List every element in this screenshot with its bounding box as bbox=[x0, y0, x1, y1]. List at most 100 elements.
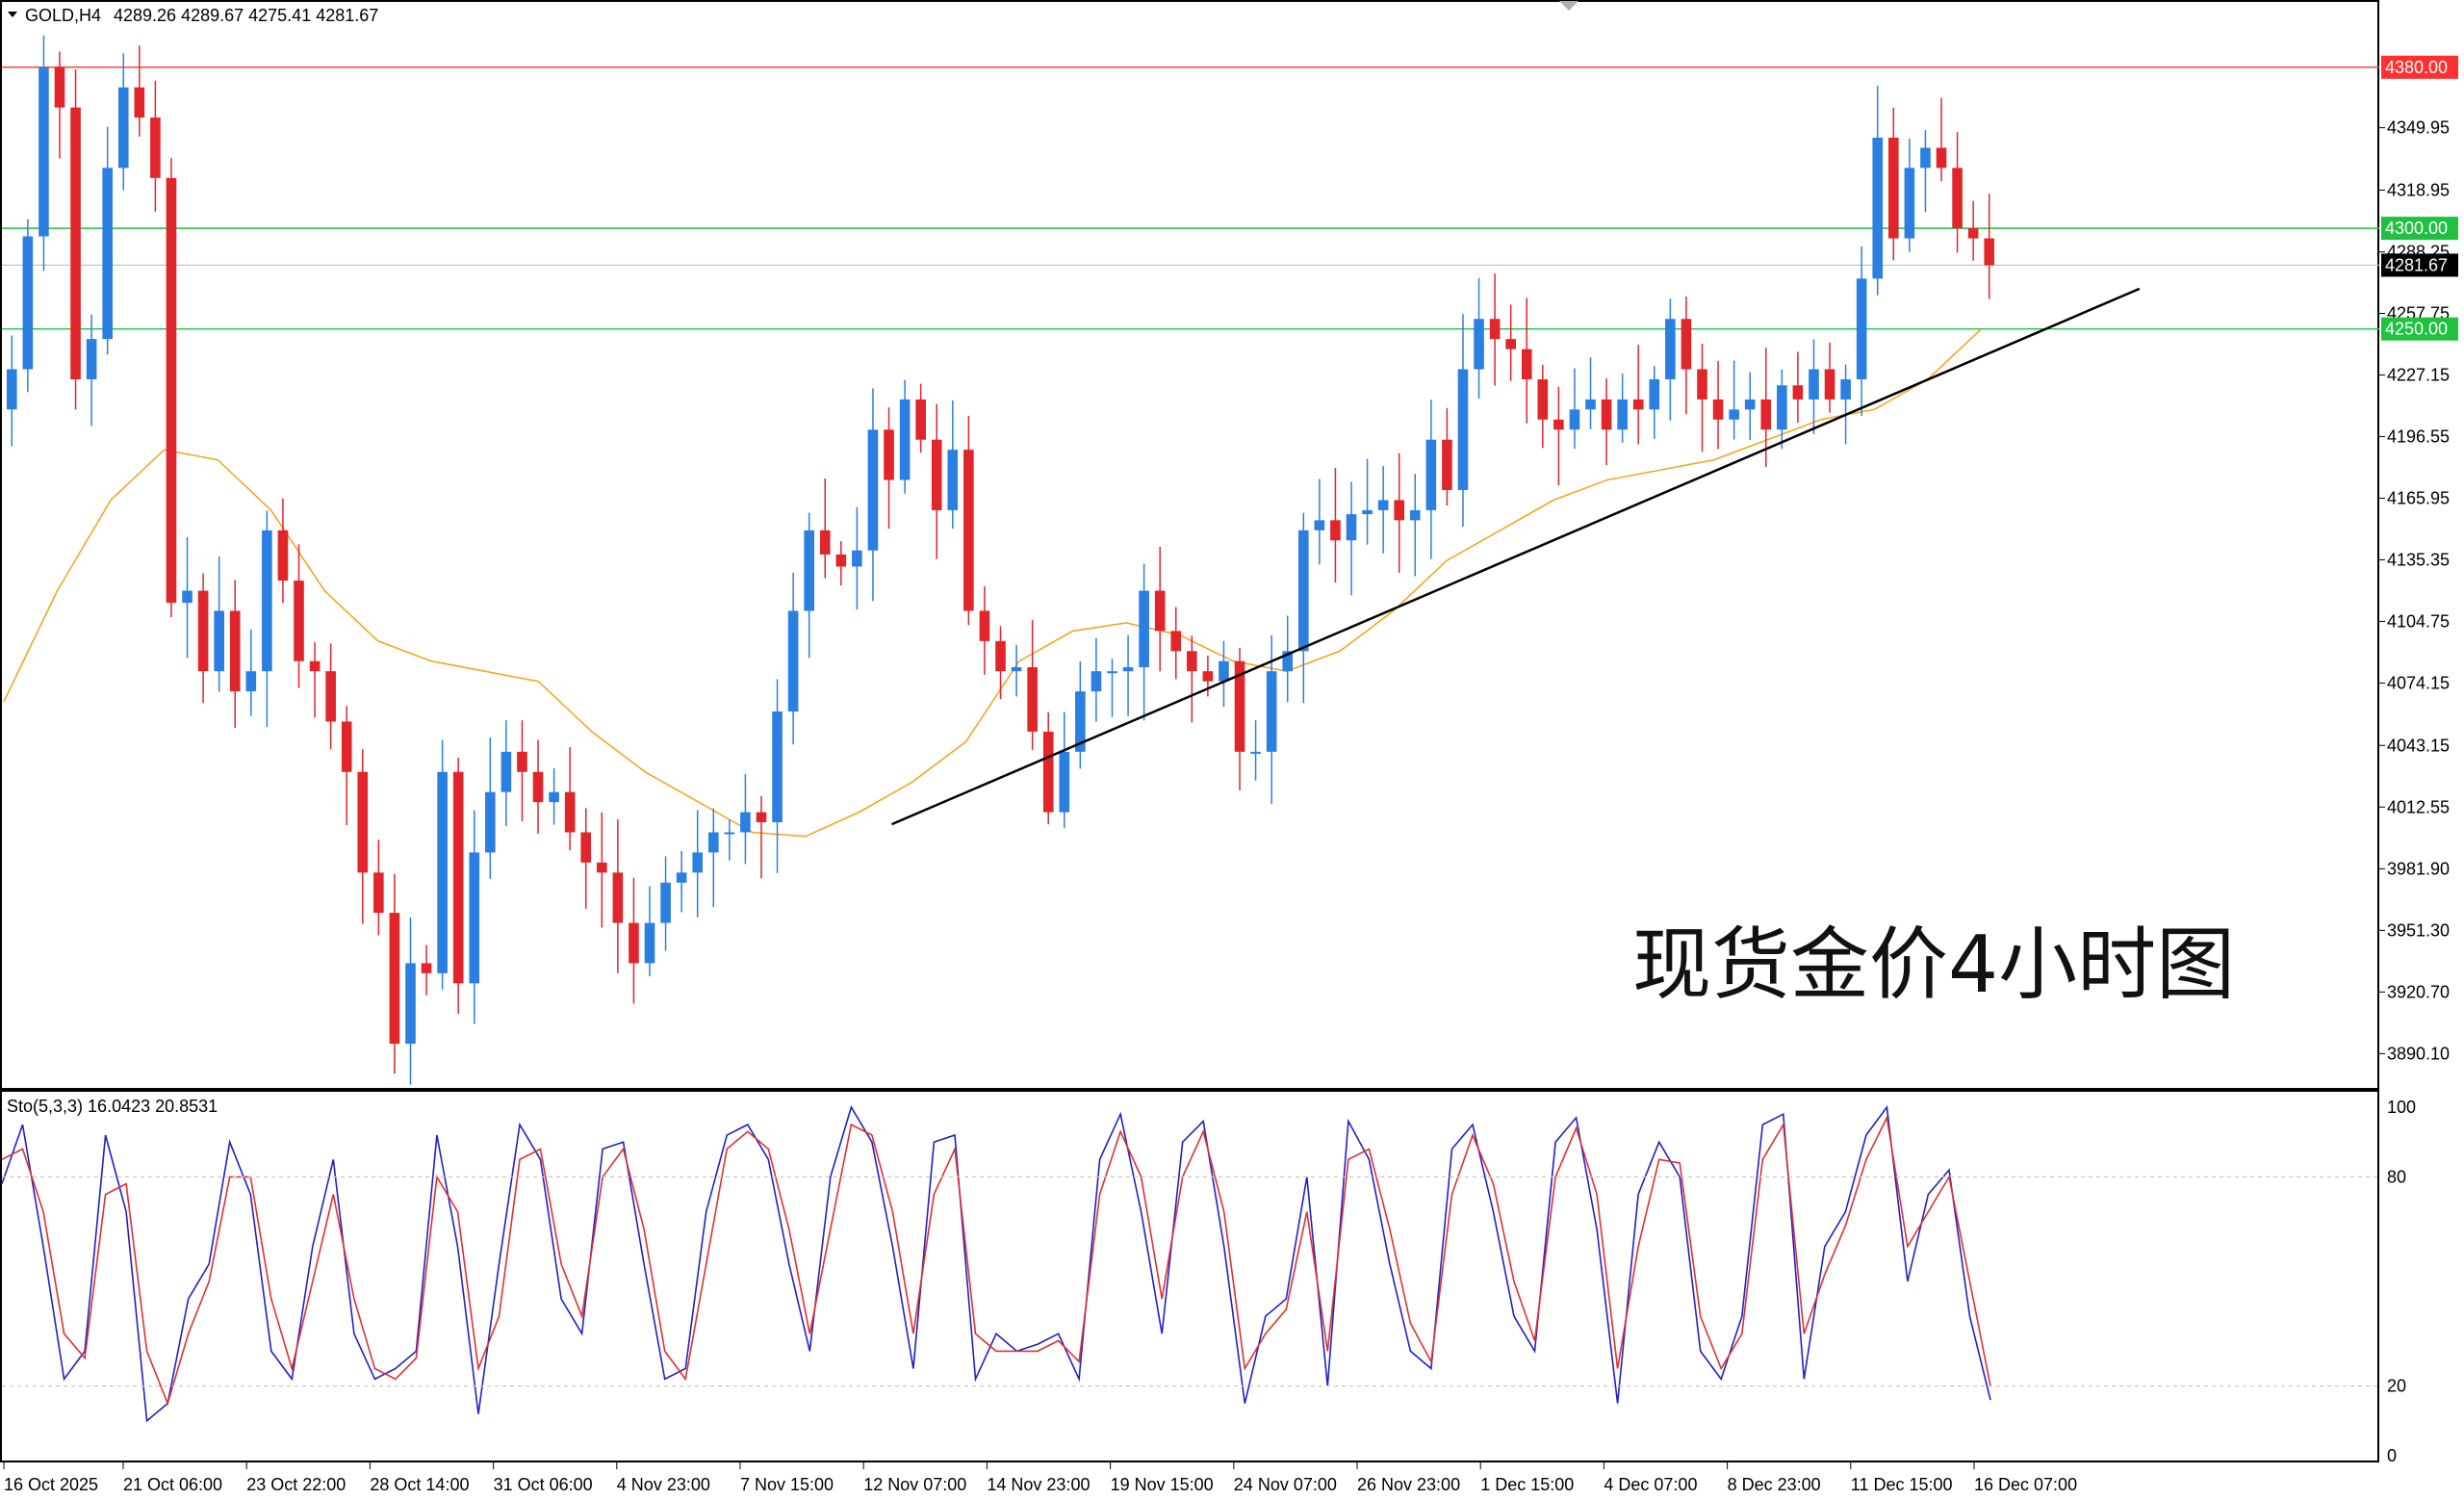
candle-body bbox=[1601, 399, 1612, 430]
candle-body bbox=[1107, 671, 1117, 674]
time-tick-label: 12 Nov 07:00 bbox=[863, 1475, 966, 1494]
candle-body bbox=[1091, 671, 1102, 692]
candle-body bbox=[1187, 651, 1197, 672]
stoch-series-%D bbox=[1, 1115, 1991, 1407]
trendline-group[interactable] bbox=[891, 287, 2141, 826]
candle-body bbox=[549, 791, 559, 803]
price-tick-label: 4196.55 bbox=[2387, 427, 2450, 446]
time-tick-label: 19 Nov 15:00 bbox=[1111, 1475, 1214, 1494]
candle-body bbox=[644, 922, 655, 964]
time-tick-label: 1 Dec 15:00 bbox=[1480, 1475, 1574, 1494]
candle-body bbox=[1250, 751, 1261, 754]
ascending-trendline bbox=[891, 287, 2141, 826]
candle-body bbox=[86, 339, 97, 379]
candle-body bbox=[117, 87, 129, 168]
candle-body bbox=[804, 530, 814, 611]
candle-body bbox=[197, 590, 209, 672]
stoch-tick-label: 80 bbox=[2387, 1167, 2406, 1186]
price-tick-label: 4349.95 bbox=[2387, 118, 2450, 138]
time-tick-label: 4 Nov 23:00 bbox=[617, 1475, 710, 1494]
candle-body bbox=[452, 771, 464, 984]
candle-body bbox=[1314, 520, 1325, 530]
candle-body bbox=[707, 832, 719, 853]
candle-body bbox=[1569, 409, 1580, 430]
candle-body bbox=[1122, 667, 1134, 672]
candle-body bbox=[134, 87, 145, 118]
time-tick-label: 23 Oct 22:00 bbox=[246, 1475, 346, 1494]
candle-body bbox=[1777, 385, 1787, 430]
chart-shift-marker[interactable] bbox=[1559, 1, 1578, 11]
candle-body bbox=[819, 530, 831, 555]
header-dropdown-icon[interactable] bbox=[8, 12, 17, 17]
candle-body bbox=[325, 671, 336, 722]
candle-body bbox=[963, 450, 974, 611]
candle-body bbox=[1330, 520, 1341, 541]
candle-body bbox=[1139, 590, 1149, 668]
candle-body bbox=[692, 852, 704, 873]
price-tick-label: 4043.15 bbox=[2387, 736, 2450, 755]
candle-body bbox=[6, 369, 17, 410]
candle-body bbox=[1297, 530, 1309, 652]
candle-body bbox=[756, 812, 767, 823]
candles bbox=[6, 35, 1995, 1085]
time-axis: 16 Oct 2025 21 Oct 06:00 23 Oct 22:00 28 Oc… bbox=[3, 1462, 2077, 1494]
candle-body bbox=[1665, 319, 1676, 379]
stochastic-lines bbox=[1, 1104, 1991, 1423]
candle-body bbox=[309, 660, 321, 672]
price-panel-frame bbox=[0, 0, 2379, 1090]
candle-body bbox=[1649, 378, 1660, 410]
candle-body bbox=[612, 872, 624, 923]
candle-body bbox=[915, 399, 926, 440]
price-tick-label: 4318.95 bbox=[2387, 180, 2450, 199]
candle-body bbox=[1442, 439, 1452, 490]
candle-body bbox=[485, 791, 496, 853]
price-tags: 4380.00 4300.00 4250.00 4281.67 bbox=[2381, 55, 2458, 341]
candle-body bbox=[676, 872, 687, 883]
candle-body bbox=[1377, 500, 1389, 510]
candle-body bbox=[1537, 378, 1549, 420]
candle-body bbox=[1840, 378, 1851, 400]
candle-body bbox=[500, 751, 512, 792]
last-price-tag bbox=[2381, 253, 2458, 277]
candle-body bbox=[1553, 419, 1564, 430]
stoch-tick-label: 20 bbox=[2387, 1377, 2406, 1396]
candle-body bbox=[931, 439, 942, 510]
level-tag-4300.00 bbox=[2381, 217, 2458, 241]
candle-body bbox=[1219, 660, 1229, 682]
time-tick-label: 11 Dec 15:00 bbox=[1851, 1475, 1953, 1494]
candle-body bbox=[102, 168, 113, 340]
candle-body bbox=[1266, 671, 1277, 752]
candle-body bbox=[660, 882, 671, 923]
candle-body bbox=[1920, 147, 1931, 168]
candle-body bbox=[867, 429, 879, 551]
stoch-axis: 100 80 20 0 bbox=[2, 1098, 2416, 1465]
candle-body bbox=[1362, 509, 1373, 515]
candle-body bbox=[532, 771, 544, 803]
price-tick-label: 4104.75 bbox=[2387, 611, 2450, 631]
time-tick-label: 21 Oct 06:00 bbox=[123, 1475, 222, 1494]
candle-body bbox=[1042, 731, 1054, 813]
candle-body bbox=[1729, 409, 1739, 420]
candle-body bbox=[38, 66, 49, 237]
candle-body bbox=[22, 236, 34, 370]
candle-body bbox=[1984, 238, 1995, 266]
candle-body bbox=[1888, 138, 1899, 239]
horizontal-levels bbox=[2, 66, 2379, 330]
price-tick-label: 4074.15 bbox=[2387, 673, 2450, 692]
candle-body bbox=[1856, 278, 1867, 379]
candle-body bbox=[262, 530, 272, 672]
stoch-tick-label: 0 bbox=[2387, 1446, 2397, 1465]
candle-body bbox=[70, 107, 81, 379]
candle-body bbox=[341, 721, 352, 772]
price-tick-label: 3920.70 bbox=[2387, 982, 2450, 1001]
candle-body bbox=[1059, 751, 1070, 813]
candle-body bbox=[1505, 339, 1516, 349]
last-price-text: 4281.67 bbox=[2385, 255, 2448, 274]
stoch-panel-frame bbox=[0, 1090, 2379, 1462]
candle-body bbox=[884, 429, 894, 480]
candle-body bbox=[1824, 369, 1835, 400]
candle-body bbox=[1617, 399, 1628, 430]
time-tick-label: 16 Dec 07:00 bbox=[1974, 1475, 2077, 1494]
time-tick-label: 8 Dec 23:00 bbox=[1728, 1475, 1821, 1494]
